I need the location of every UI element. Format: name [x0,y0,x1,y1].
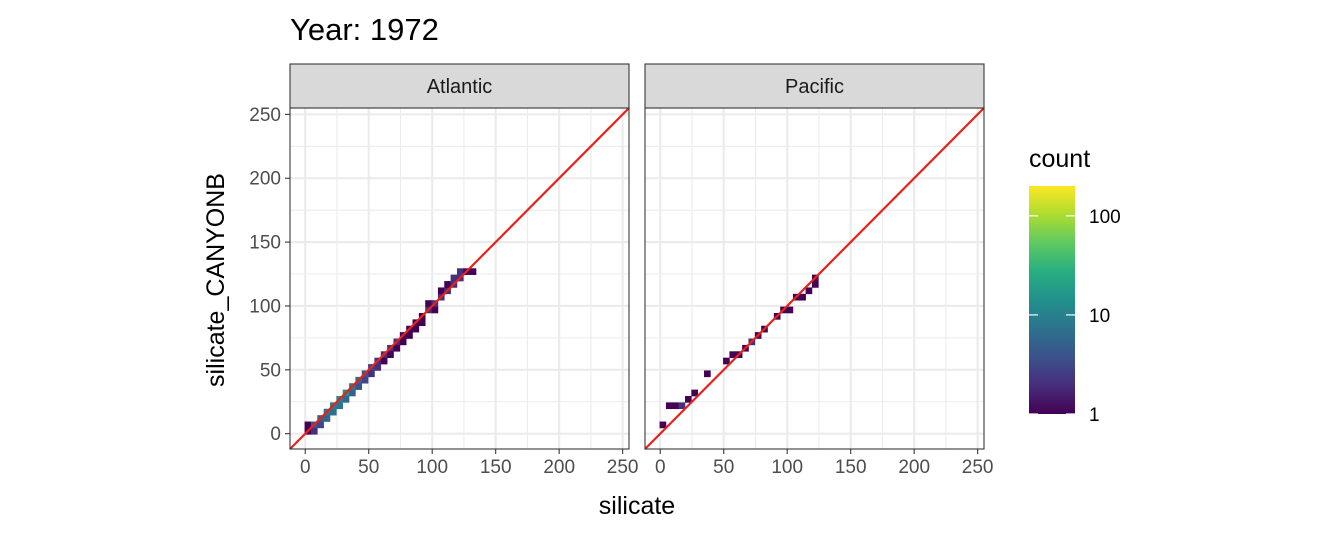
facet-pacific: Pacific [644,63,985,450]
chart-title: Year: 1972 [290,12,439,47]
facet-strip [289,63,630,109]
facet-label: Pacific [785,76,844,98]
y-tick-label: 150 [249,233,281,254]
heatmap-bin [317,421,324,429]
heatmap-bin [342,395,350,403]
facet-panels: Atlantic Pacific [289,63,985,450]
y-tick-label: 200 [249,169,281,190]
x-tick-label: 200 [543,457,575,478]
heatmap-bin [304,421,312,429]
heatmap-bin [349,389,356,397]
heatmap-bin [406,332,413,339]
legend-title: count [1029,145,1090,173]
heatmap-bin [412,325,420,333]
heatmap-bin [361,376,369,384]
heatmap-bin [786,306,794,314]
heatmap-bin [329,408,337,416]
heatmap-bin [437,287,445,295]
heatmap-bin [418,319,426,327]
legend-label: 100 [1089,207,1121,228]
heatmap-bin [355,383,363,390]
y-tick-label: 50 [260,360,281,381]
grid [290,108,629,449]
heatmap-bin [323,415,331,422]
heatmap-bin [811,281,819,288]
heatmap-bin [450,274,458,282]
x-tick-label: 200 [898,457,930,478]
heatmap-bin [723,357,730,365]
heatmap-bin [425,300,432,307]
heatmap-bin [393,344,401,352]
x-tick-label: 100 [416,457,448,478]
heatmap-bin [310,427,318,435]
facet-label: Atlantic [427,76,493,98]
heatmap-bin [805,287,813,295]
heatmap-bin [368,370,375,378]
legend-label: 1 [1089,405,1100,426]
heatmap-bin [659,421,667,429]
heatmap-bin [729,351,737,358]
heatmap-bin [456,268,464,275]
x-tick-label: 0 [655,457,666,478]
grid [645,108,984,449]
heatmap-bin [704,370,711,378]
heatmap-bin [469,268,477,275]
x-axis-title: silicate [599,492,675,520]
x-tick-label: 250 [962,457,994,478]
facet-atlantic: Atlantic [289,63,630,450]
legend-label: 10 [1089,306,1110,327]
heatmap-bin [799,293,806,301]
heatmap-bin [380,357,388,365]
x-tick-label: 50 [713,457,734,478]
heatmap-bin [431,306,439,314]
y-axis-title: silicate_CANYONB [202,173,230,387]
reference-line [289,107,630,450]
heatmap-bin [665,402,673,410]
x-tick-label: 150 [480,457,512,478]
facet-strip [644,63,985,109]
y-tick-label: 0 [270,424,281,445]
heatmap-bin [387,351,394,358]
heatmap-bin [684,395,692,403]
y-tick-label: 250 [249,105,281,126]
x-tick-label: 0 [300,457,311,478]
heatmap-bin [691,389,698,397]
x-tick-label: 150 [835,457,867,478]
x-tick-label: 100 [771,457,803,478]
heatmap-bin [399,338,407,346]
heatmap-bin [672,402,679,410]
heatmap-bin [678,402,686,410]
y-tick-label: 100 [249,296,281,317]
heatmap-bin [374,364,382,371]
x-axes: 0 50 100 150 200 250 0 50 100 150 200 250 [300,449,994,478]
y-axis: 0 50 100 150 200 250 [249,105,290,445]
x-tick-label: 250 [607,457,639,478]
x-tick-label: 50 [358,457,379,478]
legend: count 100 10 1 [1029,145,1121,426]
legend-colorbar [1029,186,1075,414]
reference-line [644,107,985,450]
heatmap-bin [336,402,343,410]
heatmap-bin [444,281,451,288]
